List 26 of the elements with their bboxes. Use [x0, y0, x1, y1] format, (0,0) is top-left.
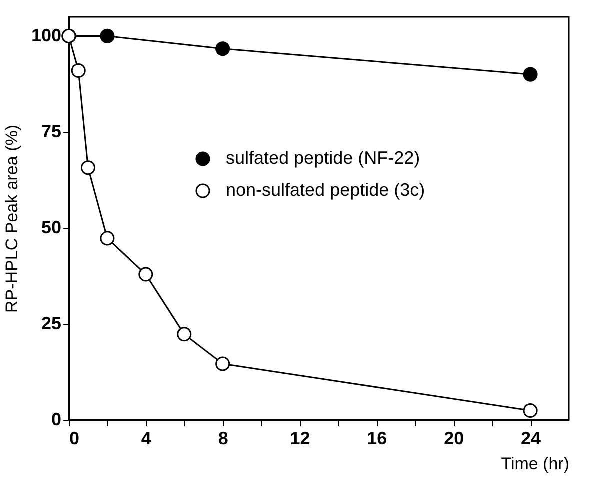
point: [80, 160, 96, 176]
y-tick-label: 100: [31, 26, 62, 46]
point: [523, 67, 538, 82]
y-tick-label: 50: [41, 218, 62, 238]
point: [71, 63, 86, 78]
point: [177, 327, 192, 342]
y-tick-label: 0: [51, 410, 62, 430]
x-tick-label: 0: [70, 428, 80, 448]
legend-label: non-sulfated peptide (3c): [226, 180, 426, 200]
point: [138, 267, 154, 282]
point: [100, 28, 115, 44]
point: [523, 404, 538, 418]
point: [216, 356, 230, 372]
x-axis-title: Time (hr): [501, 454, 570, 474]
y-tick-label: 25: [41, 314, 62, 334]
legend-label: sulfated peptide (NF-22): [226, 148, 420, 168]
x-tick-label: 16: [367, 428, 388, 448]
point: [216, 42, 230, 56]
x-tick-label: 24: [521, 428, 542, 448]
x-tick-label: 12: [290, 428, 310, 448]
x-tick-label: 4: [141, 428, 152, 448]
x-tick-label: 8: [218, 428, 228, 448]
y-axis-title: RP-HPLC Peak area (%): [2, 124, 22, 314]
x-tick-label: 20: [444, 428, 464, 448]
y-tick-label: 75: [41, 122, 62, 142]
point: [100, 231, 115, 246]
